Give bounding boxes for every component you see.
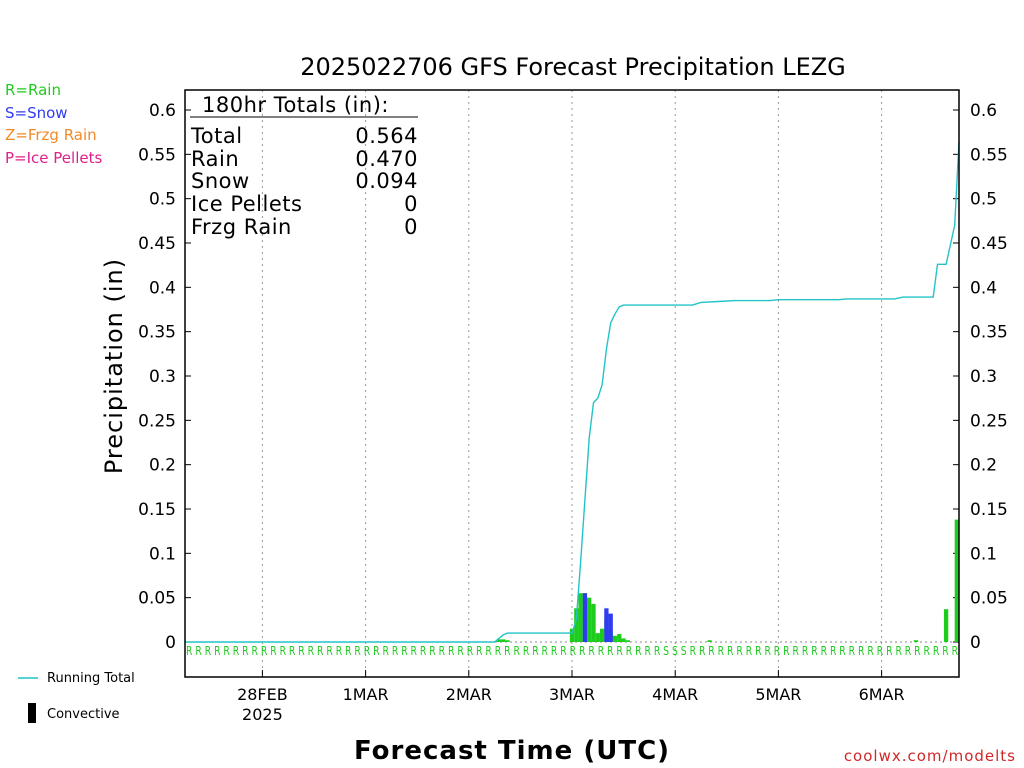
x-tick-label: 28FEB	[237, 685, 288, 704]
totals-label-total: Total	[190, 124, 243, 148]
bar-rain	[954, 519, 959, 642]
bar-rain	[707, 640, 712, 642]
bar-rain	[612, 635, 618, 642]
precip-type-row: R R R R R R R R R R R R R R R R R R R R …	[186, 644, 958, 658]
y-tick-label-left: 0.6	[149, 101, 176, 121]
y-axis-label: Precipitation (in)	[100, 258, 128, 474]
totals-value-total: 0.564	[355, 124, 418, 148]
bar-rain	[505, 640, 510, 642]
running-total-line	[185, 141, 960, 643]
y-tick-label-left: 0.15	[138, 500, 176, 520]
y-tick-label-right: 0.05	[970, 589, 1008, 609]
y-tick-label-left: 0.2	[149, 456, 176, 476]
x-tick-label: 2MAR	[446, 685, 492, 704]
y-tick-label-right: 0.45	[970, 234, 1008, 254]
y-tick-label-left: 0.25	[138, 411, 176, 431]
y-tick-label-left: 0.5	[149, 190, 176, 210]
bar-rain	[943, 609, 949, 642]
bar-rain	[913, 640, 919, 642]
y-tick-label-left: 0.4	[149, 278, 176, 298]
y-tick-label-right: 0.35	[970, 323, 1008, 343]
totals-label-rain: Rain	[191, 147, 239, 171]
y-tick-label-right: 0.4	[970, 278, 997, 298]
bar-snow	[582, 593, 588, 642]
y-tick-label-right: 0	[970, 633, 981, 653]
y-tick-label-right: 0.5	[970, 190, 997, 210]
series-legend: Running Total Convective	[18, 671, 135, 723]
y-tick-label-left: 0.05	[138, 589, 176, 609]
bar-rain	[578, 593, 583, 642]
y-tick-label-left: 0.55	[138, 145, 176, 165]
y-tick-label-left: 0.45	[138, 234, 176, 254]
running-total-legend-label: Running Total	[47, 671, 135, 686]
convective-legend-label: Convective	[47, 707, 120, 722]
x-axis-label: Forecast Time (UTC)	[354, 736, 670, 766]
bar-rain	[591, 603, 596, 642]
y-tick-label-right: 0.3	[970, 367, 997, 387]
totals-label-ice-pellets: Ice Pellets	[191, 192, 302, 216]
frzg-rain-key-label: Z=Frzg Rain	[5, 126, 97, 144]
x-tick-sublabel: 2025	[242, 705, 283, 724]
totals-value-rain: 0.470	[355, 147, 418, 171]
precip-type-marks: R R R R R R R R R R R R R R R R R R R R …	[186, 644, 958, 658]
x-tick-label: 5MAR	[755, 685, 801, 704]
rain-key-label: R=Rain	[5, 81, 61, 99]
plot-frame	[184, 89, 960, 678]
source-credit: coolwx.com/modelts	[844, 747, 1016, 765]
bar-rain	[621, 638, 626, 642]
y-tick-label-right: 0.55	[970, 145, 1008, 165]
y-tick-label-right: 0.6	[970, 101, 997, 121]
bar-rain	[595, 633, 600, 642]
bar-rain	[599, 628, 605, 642]
y-tick-label-left: 0	[165, 633, 176, 653]
precip-bars	[496, 519, 959, 642]
y-tick-label-left: 0.35	[138, 323, 176, 343]
chart-title: 2025022706 GFS Forecast Precipitation LE…	[300, 53, 846, 81]
totals-value-snow: 0.094	[355, 169, 418, 193]
bar-rain	[587, 597, 592, 642]
snow-key-label: S=Snow	[5, 104, 68, 122]
totals-box: 180hr Totals (in): Total 0.564 Rain 0.47…	[190, 93, 418, 239]
bar-rain	[625, 640, 631, 642]
y-tick-label-left: 0.1	[149, 544, 176, 564]
y-tick-label-right: 0.25	[970, 411, 1008, 431]
bar-rain	[617, 634, 622, 642]
y-tick-label-right: 0.2	[970, 456, 997, 476]
y-axis-right: 0 0.05 0.1 0.15 0.2 0.25 0.3 0.35 0.4 0.45 0.5 0.55…	[953, 101, 1008, 653]
vertical-gridlines	[261, 90, 883, 677]
convective-legend-swatch	[28, 703, 36, 723]
bar-rain	[501, 639, 506, 642]
y-tick-label-left: 0.3	[149, 367, 176, 387]
totals-header: 180hr Totals (in):	[202, 93, 389, 117]
bar-rain	[574, 608, 579, 642]
ice-pellets-key-label: P=Ice Pellets	[5, 149, 103, 167]
bar-snow	[608, 613, 613, 642]
x-tick-label: 6MAR	[859, 685, 905, 704]
totals-label-frzg-rain: Frzg Rain	[191, 215, 292, 239]
y-axis-left: 0 0.05 0.1 0.15 0.2 0.25 0.3 0.35 0.4 0.45 0.5 0.55…	[138, 101, 191, 653]
totals-value-ice-pellets: 0	[404, 192, 418, 216]
totals-label-snow: Snow	[191, 169, 250, 193]
y-tick-label-right: 0.1	[970, 544, 997, 564]
y-tick-label-right: 0.15	[970, 500, 1008, 520]
x-tick-label: 4MAR	[652, 685, 698, 704]
bar-rain	[496, 639, 502, 642]
x-tick-label: 1MAR	[343, 685, 389, 704]
bar-rain	[569, 628, 575, 642]
totals-value-frzg-rain: 0	[404, 215, 418, 239]
bar-snow	[604, 608, 609, 642]
x-tick-label: 3MAR	[549, 685, 595, 704]
